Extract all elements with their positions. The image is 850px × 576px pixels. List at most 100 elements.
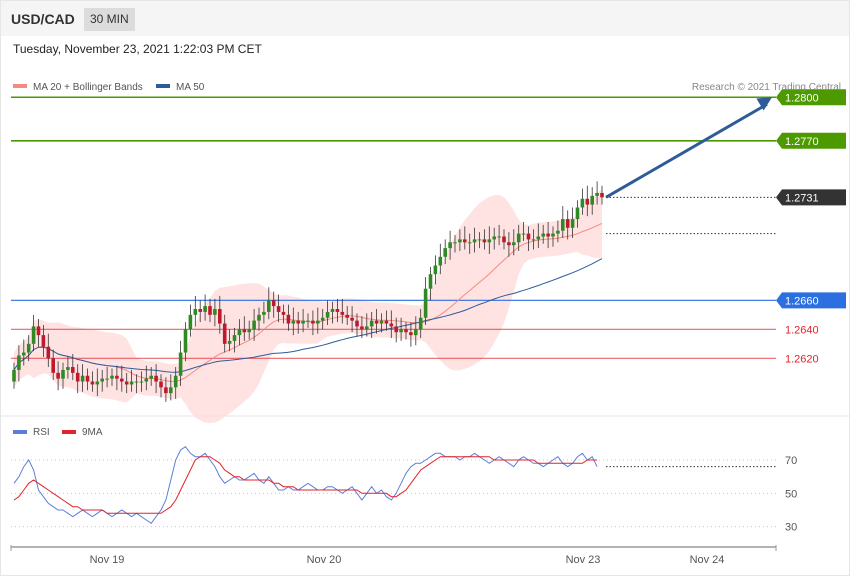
candle [325, 300, 330, 325]
candle [570, 207, 575, 238]
candle-body [12, 369, 16, 382]
candle-body [477, 239, 482, 241]
candle [404, 322, 408, 340]
candle [477, 232, 482, 249]
candle-body [546, 233, 550, 237]
level-tag-label: 1.2800 [785, 92, 819, 104]
candle-body [443, 248, 447, 257]
candle-body [110, 375, 114, 379]
candle [213, 298, 217, 327]
candle [218, 295, 222, 334]
rsi-tick-label: 50 [785, 488, 797, 500]
candle [409, 322, 413, 347]
candle [115, 365, 119, 391]
candle-body [159, 381, 163, 388]
candle-body [286, 314, 291, 324]
candle-body [369, 320, 374, 327]
candle [61, 362, 65, 389]
candle-body [271, 300, 276, 307]
candle [316, 307, 320, 334]
candle [296, 311, 300, 334]
candle [306, 313, 310, 328]
level-tag [776, 89, 846, 106]
candle-body [404, 329, 408, 333]
candle-body [467, 242, 472, 244]
candle-body [218, 309, 222, 324]
rsi-tick-label: 30 [785, 522, 797, 534]
candle [531, 229, 536, 250]
candle [276, 294, 281, 323]
candle [546, 221, 550, 249]
candle [345, 306, 349, 325]
candle [237, 319, 242, 346]
candle [507, 232, 511, 257]
candle-body [61, 369, 65, 379]
candle [423, 277, 428, 325]
candle-body [183, 329, 188, 353]
level-label: 1.2640 [785, 324, 819, 336]
candle [340, 298, 345, 324]
price-panel: 1.2800 1.2770 1.2731 1.2660 1.2640 1.2620 [1, 89, 849, 423]
candle [242, 316, 247, 341]
candle [291, 307, 296, 336]
candle-body [281, 311, 286, 315]
candle-body [551, 233, 555, 237]
candle [492, 227, 496, 250]
candle [17, 345, 21, 382]
candle-body [325, 311, 330, 318]
level-tag [776, 292, 846, 309]
candle-body [330, 309, 335, 312]
candle [129, 369, 134, 392]
candle [247, 320, 251, 340]
candle [41, 324, 46, 357]
candle-body [482, 239, 487, 243]
candle-body [590, 195, 594, 205]
candle-body [208, 306, 212, 315]
candle [164, 377, 168, 402]
candle [482, 229, 487, 250]
candle-body [556, 230, 560, 234]
legend-label: 9MA [82, 427, 103, 438]
candle-body [365, 326, 369, 330]
candle [22, 339, 26, 366]
x-tick-label: Nov 24 [690, 554, 725, 566]
candle-body [438, 256, 443, 266]
candle-body [360, 326, 364, 330]
candle [26, 335, 31, 362]
candle [311, 310, 315, 336]
candle [467, 233, 472, 254]
candle [384, 310, 389, 331]
rsi-tick-label: 70 [785, 455, 797, 467]
candle-body [71, 367, 75, 373]
candle-body [580, 198, 585, 208]
candle-body [203, 306, 207, 312]
candle-body [267, 300, 271, 312]
candle [12, 362, 16, 389]
timeframe-button[interactable]: 30 MIN [84, 8, 135, 31]
symbol-title: USD/CAD [11, 11, 75, 27]
candle [565, 210, 570, 240]
candle [399, 317, 403, 341]
candle-body [193, 309, 198, 315]
candle-body [565, 219, 570, 228]
candle [595, 181, 599, 205]
candle [222, 314, 227, 353]
candle-body [526, 233, 531, 240]
candle [286, 304, 291, 331]
candle-body [531, 239, 536, 241]
candle-body [384, 320, 389, 324]
candle [208, 298, 212, 323]
candle-body [56, 372, 60, 379]
candle-body [247, 329, 251, 333]
candle [80, 364, 85, 392]
candle-body [409, 332, 413, 336]
candle-body [232, 335, 237, 341]
candle-body [134, 381, 139, 383]
candle [257, 307, 261, 331]
candle-body [585, 198, 590, 205]
candle [600, 185, 604, 205]
candle [46, 333, 51, 368]
ma50-line [13, 258, 603, 373]
candle [463, 226, 467, 250]
candle-body [66, 367, 70, 370]
